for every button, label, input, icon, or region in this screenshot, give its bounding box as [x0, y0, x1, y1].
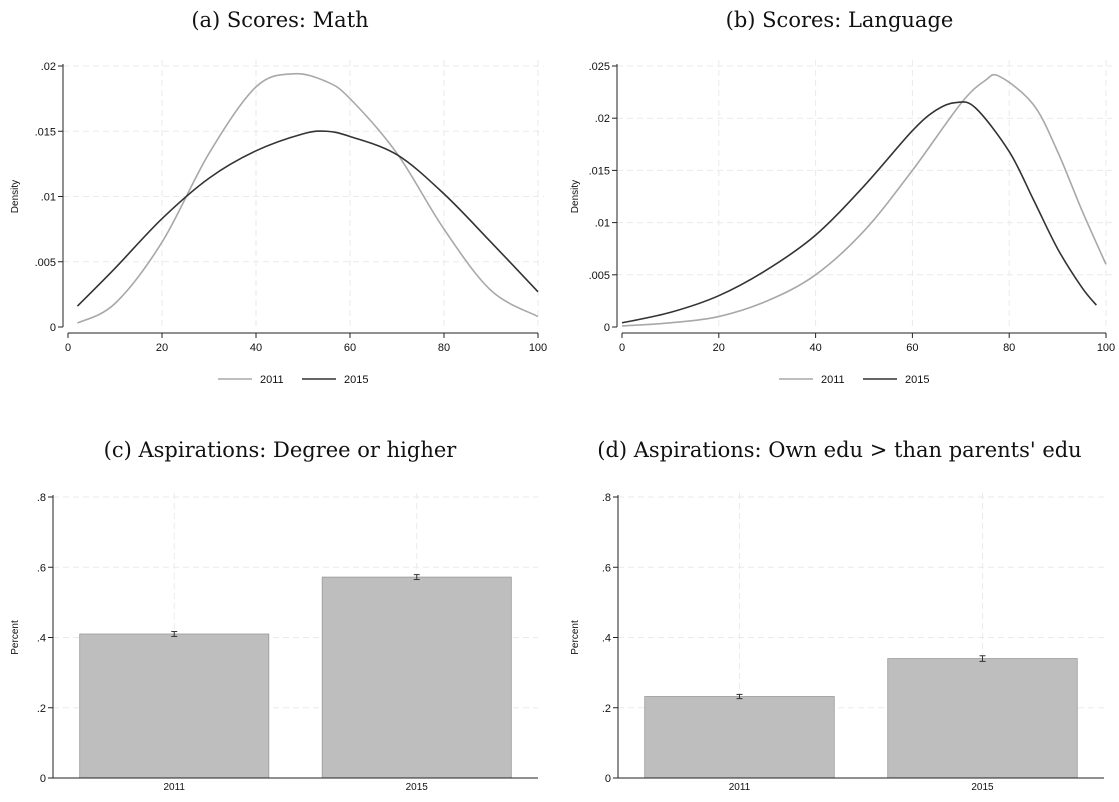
x-tick-label: 2015 — [971, 782, 994, 793]
chart-plot: 0 .005 .01 .015 .02 .025 0 20 40 60 80 100 Density 20… — [570, 60, 1115, 386]
y-tick-label: .2 — [602, 703, 611, 715]
legend-label: 2015 — [905, 374, 929, 386]
y-tick-label: .01 — [595, 218, 610, 230]
bar-2015 — [887, 658, 1078, 779]
y-tick-label: .8 — [602, 492, 611, 504]
series-line-2011 — [621, 73, 1107, 327]
chart-panel-language: (b) Scores: Language 0 .005 .01 .015 .02 .025… — [560, 0, 1119, 400]
chart-title: (c) Aspirations: Degree or higher — [103, 438, 457, 462]
chart-plot: 2011 2015 0 .2 .4 .6 .8 Percent — [10, 492, 538, 793]
y-tick-label: 0 — [50, 322, 56, 334]
x-tick-label: 100 — [1097, 342, 1115, 354]
x-tick-label: 2015 — [406, 782, 429, 793]
x-tick-label: 60 — [906, 342, 918, 354]
y-axis-title: Percent — [570, 620, 581, 655]
y-axis-title: Percent — [10, 620, 21, 655]
y-tick-label: .015 — [35, 126, 56, 138]
legend-label: 2015 — [344, 374, 368, 386]
y-tick-label: 0 — [40, 773, 46, 785]
y-tick-label: .015 — [589, 165, 610, 177]
x-tick-label: 100 — [529, 342, 547, 354]
y-tick-label: .025 — [589, 61, 610, 73]
x-tick-label: 0 — [619, 342, 625, 354]
legend-label: 2011 — [821, 374, 845, 386]
chart-title: (b) Scores: Language — [725, 8, 954, 32]
y-tick-label: .02 — [41, 61, 56, 73]
chart-plot: 2011 2015 0 .2 .4 .6 .8 Percent — [570, 492, 1104, 793]
x-tick-label: 2011 — [729, 782, 751, 793]
x-tick-label: 0 — [65, 342, 71, 354]
y-tick-label: .005 — [35, 257, 56, 269]
y-axis-title: Density — [570, 180, 581, 213]
legend-label: 2011 — [260, 374, 284, 386]
x-tick-label: 80 — [438, 342, 450, 354]
chart-panel-parents-edu-aspirations: (d) Aspirations: Own edu > than parents'… — [560, 400, 1119, 802]
y-tick-label: 0 — [604, 322, 610, 334]
series-line-2015 — [76, 130, 539, 307]
x-tick-label: 60 — [344, 342, 356, 354]
chart-panel-degree-aspirations: (c) Aspirations: Degree or higher 2011 20… — [0, 400, 560, 802]
y-tick-label: .4 — [37, 633, 46, 645]
chart-title: (d) Aspirations: Own edu > than parents'… — [597, 438, 1082, 462]
y-tick-label: .6 — [37, 562, 46, 574]
y-axis-title: Density — [10, 180, 21, 213]
y-tick-label: .8 — [37, 492, 46, 504]
y-tick-label: .005 — [589, 270, 610, 282]
bar-2011 — [644, 696, 835, 779]
series-line-2011 — [77, 72, 539, 324]
x-tick-label: 20 — [156, 342, 168, 354]
x-tick-label: 40 — [250, 342, 262, 354]
bar-2015 — [321, 576, 512, 779]
y-tick-label: .02 — [595, 113, 610, 125]
y-tick-label: 0 — [605, 773, 611, 785]
x-tick-label: 20 — [713, 342, 725, 354]
bar-2011 — [79, 633, 270, 779]
chart-panel-math: (a) Scores: Math 0 .005 .01 .015 .02 0 20 40 60 8… — [0, 0, 560, 400]
y-tick-label: .4 — [602, 633, 611, 645]
y-tick-label: .6 — [602, 562, 611, 574]
series-line-2015 — [621, 101, 1097, 324]
x-tick-label: 2011 — [163, 782, 185, 793]
chart-plot: 0 .005 .01 .015 .02 0 20 40 60 80 100 Density 2011 20… — [10, 60, 547, 386]
y-tick-label: .01 — [41, 192, 56, 204]
x-tick-label: 40 — [809, 342, 821, 354]
y-tick-label: .2 — [37, 703, 46, 715]
x-tick-label: 80 — [1003, 342, 1015, 354]
chart-title: (a) Scores: Math — [191, 8, 369, 32]
